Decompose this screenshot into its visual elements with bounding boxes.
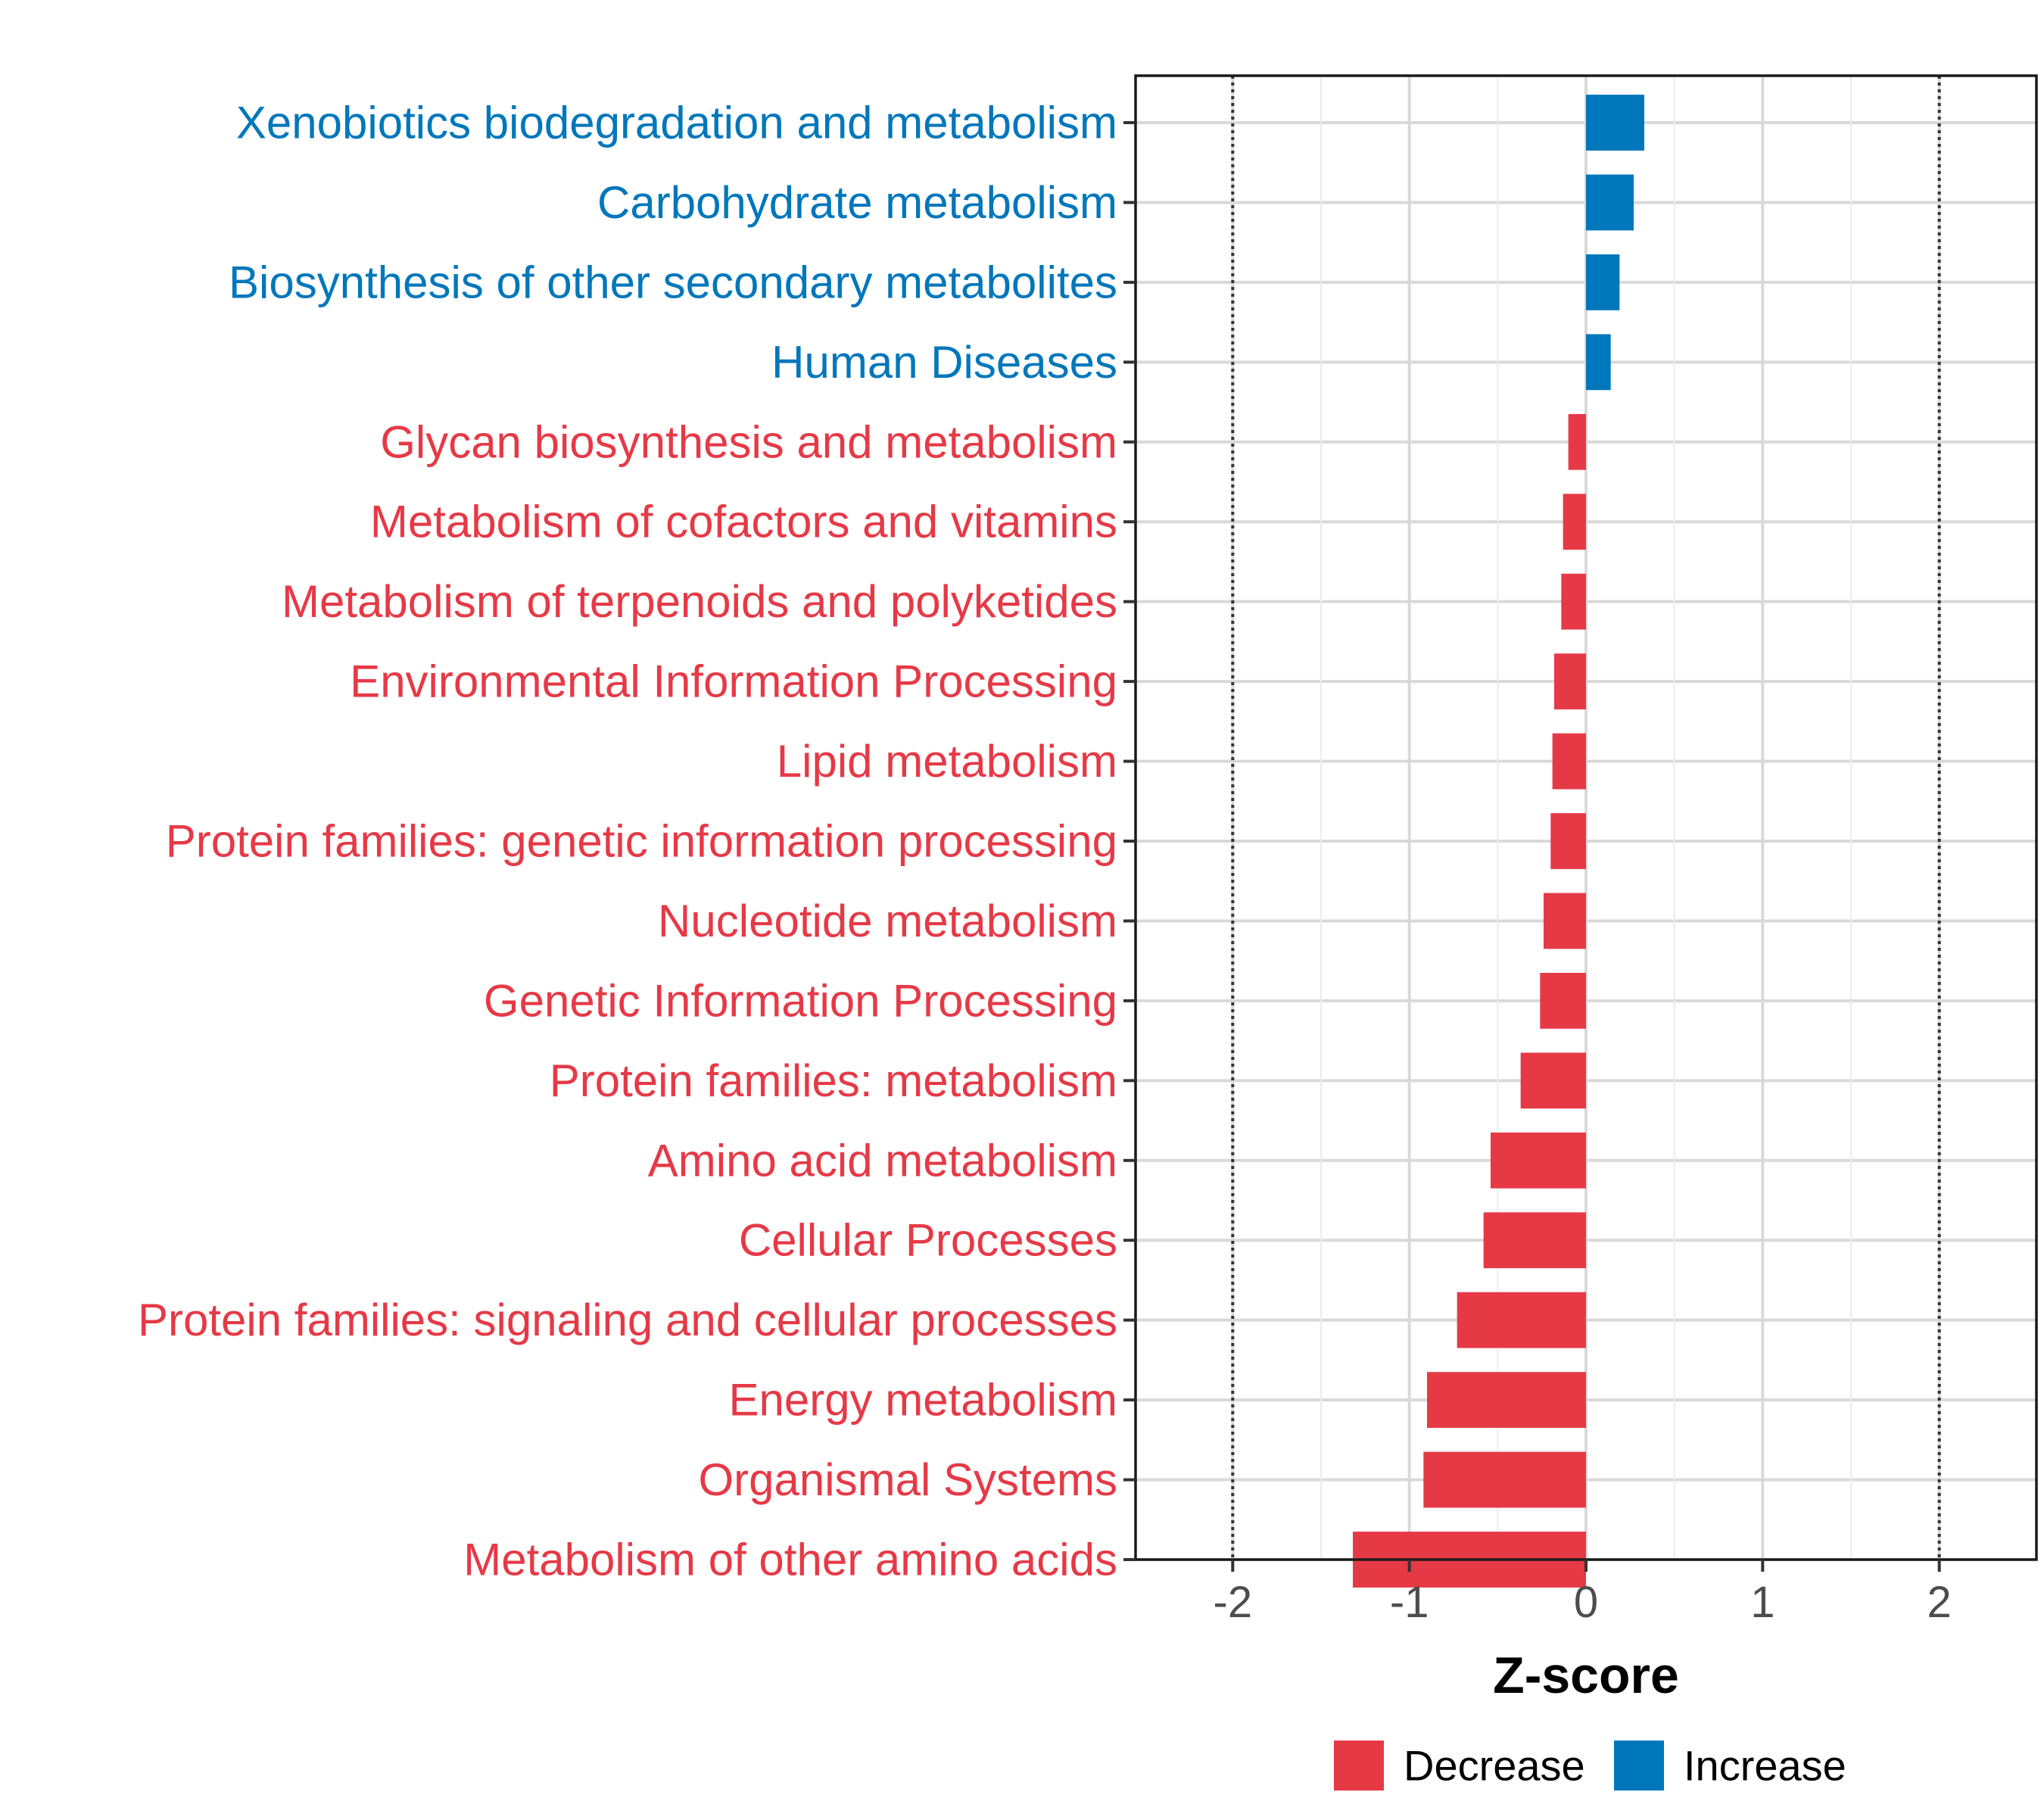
bar-10	[1550, 813, 1586, 869]
category-label: Protein families: metabolism	[550, 1055, 1117, 1106]
category-label: Metabolism of other amino acids	[463, 1535, 1117, 1585]
category-label: Biosynthesis of other secondary metaboli…	[229, 257, 1117, 307]
bar-3	[1586, 254, 1620, 310]
x-axis: -2 -1 0 1 2	[1214, 1560, 1952, 1627]
legend-label-increase: Increase	[1684, 1742, 1846, 1790]
category-label: Energy metabolism	[728, 1375, 1117, 1426]
x-axis-title: Z-score	[1493, 1647, 1679, 1704]
bar-11	[1544, 893, 1586, 949]
x-tick-label: 1	[1750, 1578, 1774, 1627]
bar-13	[1520, 1052, 1586, 1109]
bar-7	[1561, 573, 1586, 630]
legend-key-increase	[1614, 1741, 1664, 1791]
category-label: Glycan biosynthesis and metabolism	[380, 416, 1117, 467]
bar-14	[1491, 1132, 1586, 1189]
legend-key-decrease	[1334, 1741, 1384, 1791]
bar-16	[1457, 1292, 1586, 1348]
x-tick-label: -1	[1390, 1578, 1429, 1627]
legend: Decrease Increase	[1334, 1741, 1846, 1791]
bar-1	[1586, 95, 1644, 151]
bar-17	[1427, 1372, 1586, 1429]
category-label: Metabolism of cofactors and vitamins	[370, 497, 1117, 547]
category-label: Nucleotide metabolism	[658, 896, 1117, 946]
reference-lines	[1231, 76, 1941, 1560]
category-label: Metabolism of terpenoids and polyketides	[282, 576, 1117, 627]
bar-5	[1568, 413, 1586, 470]
bar-2	[1586, 174, 1634, 231]
category-label: Amino acid metabolism	[648, 1135, 1117, 1186]
bar-4	[1586, 334, 1611, 391]
y-axis: Xenobiotics biodegradation and metabolis…	[138, 98, 1136, 1585]
bar-18	[1423, 1451, 1586, 1508]
category-label: Organismal Systems	[699, 1454, 1117, 1505]
x-tick-label: 0	[1574, 1578, 1598, 1627]
legend-label-decrease: Decrease	[1404, 1742, 1585, 1790]
category-label: Protein families: signaling and cellular…	[138, 1295, 1117, 1345]
category-label: Environmental Information Processing	[350, 656, 1117, 707]
bar-12	[1540, 972, 1586, 1029]
category-label: Cellular Processes	[739, 1215, 1117, 1266]
category-label: Lipid metabolism	[777, 736, 1117, 787]
category-label: Xenobiotics biodegradation and metabolis…	[236, 98, 1117, 148]
category-label: Protein families: genetic information pr…	[166, 816, 1117, 867]
category-label: Human Diseases	[771, 337, 1117, 388]
bar-9	[1552, 733, 1586, 790]
bar-6	[1563, 494, 1586, 550]
bar-8	[1554, 653, 1586, 710]
x-tick-label: -2	[1214, 1578, 1253, 1627]
bar-15	[1483, 1212, 1586, 1269]
category-label: Carbohydrate metabolism	[597, 177, 1117, 228]
x-tick-label: 2	[1927, 1578, 1952, 1627]
category-label: Genetic Information Processing	[484, 975, 1117, 1026]
